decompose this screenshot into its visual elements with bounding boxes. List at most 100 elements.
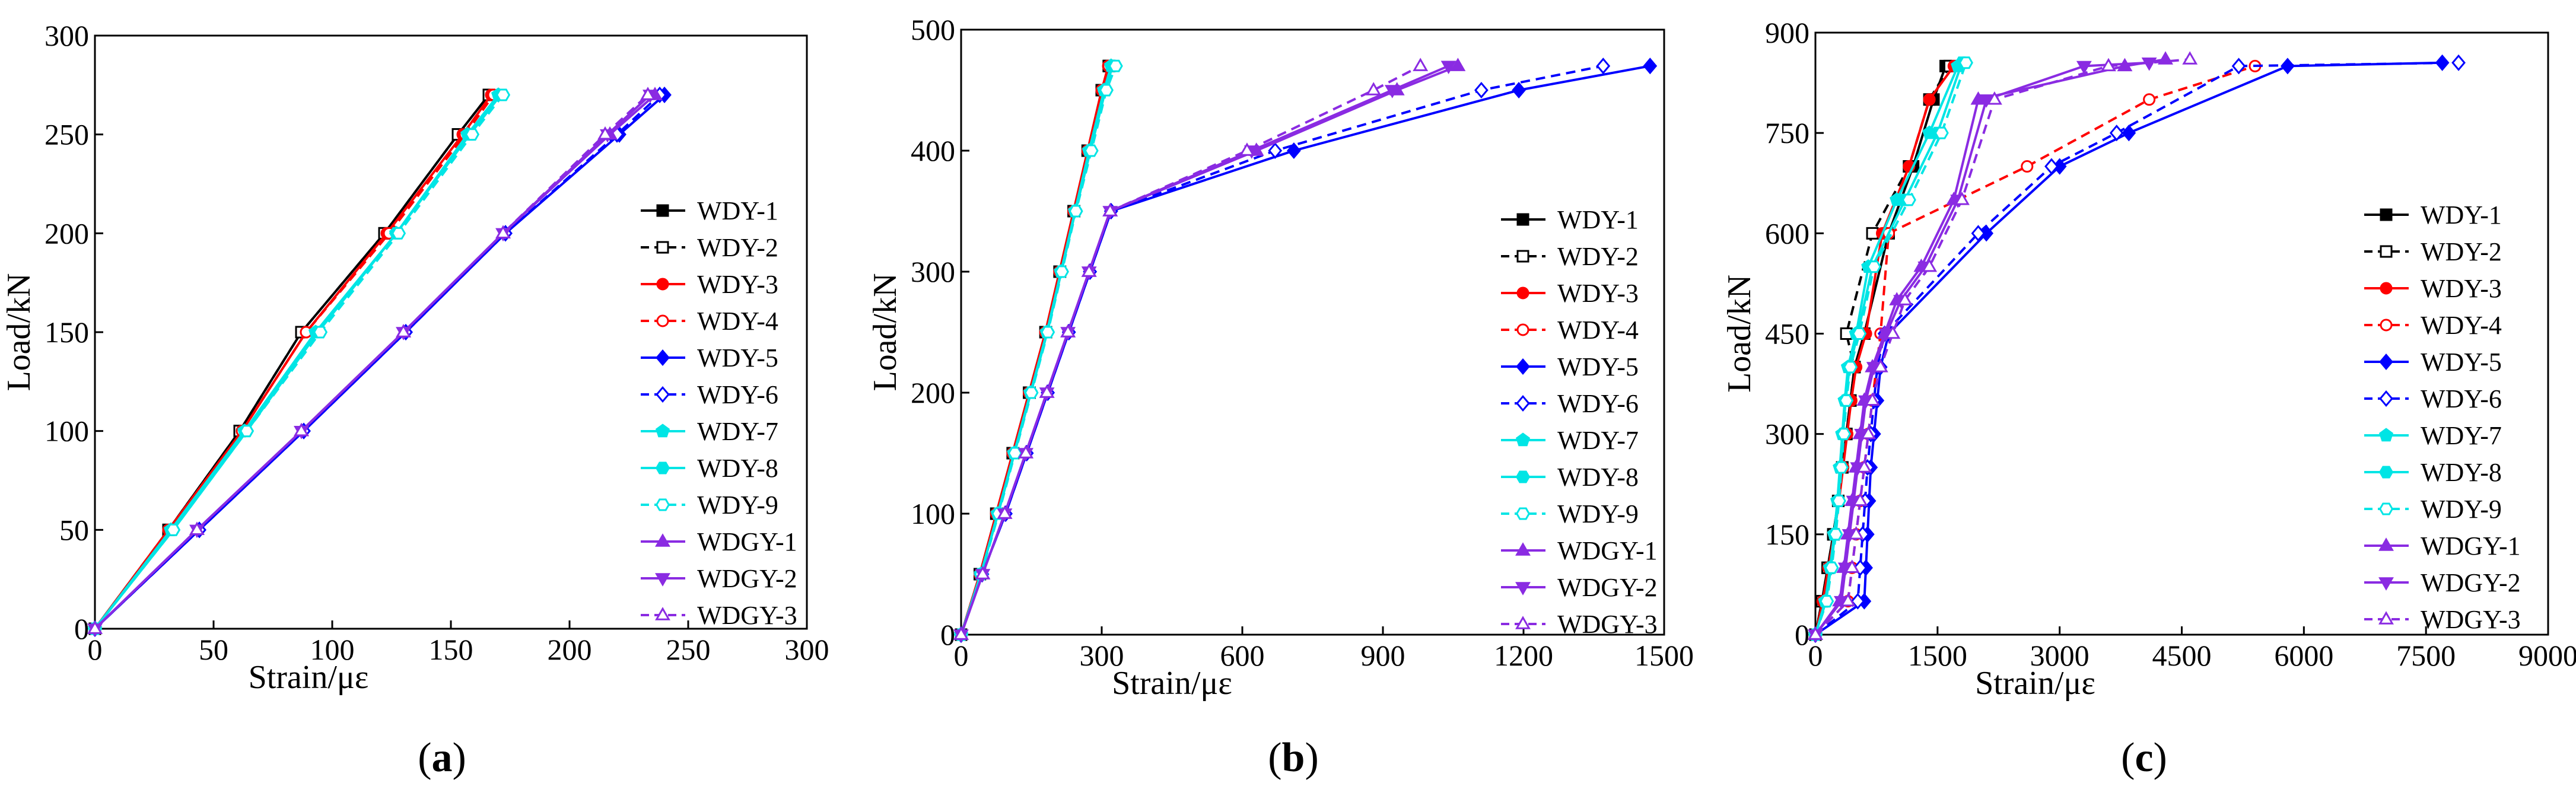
legend-swatch-marker-b-0: [1516, 213, 1529, 226]
y-tick-label-a-1: 50: [59, 513, 89, 546]
data-point-c-wdy-9-10: [1866, 260, 1881, 273]
x-tick-label-b-5: 1500: [1634, 639, 1694, 672]
data-point-b-wdy-6-9: [1474, 81, 1489, 99]
legend-label-b-8: WDY-9: [1557, 499, 1639, 528]
y-tick-label-c-1: 150: [1765, 518, 1809, 551]
data-point-c-wdgy-3-9: [1885, 325, 1901, 339]
data-point-c-wdy-6-1: [1850, 593, 1865, 610]
data-point-c-wdy-9-4: [1831, 494, 1846, 507]
chart-panel-a: 0 50 100 150 200 250 300 0 50 100 150 200 250 300 Stra…: [1, 19, 829, 696]
y-tick-label-a-2: 100: [44, 415, 89, 448]
legend-label-a-9: WDGY-1: [697, 527, 797, 556]
y-tick-label-c-2: 300: [1765, 418, 1809, 451]
legend-label-a-1: WDY-2: [697, 233, 778, 262]
data-point-b-wdy-5-9: [1512, 81, 1526, 99]
x-axis-title-b: Strain/με: [1112, 665, 1232, 702]
data-point-b-wdgy-2-10: [1440, 61, 1456, 75]
legend-label-b-10: WDGY-2: [1557, 573, 1658, 602]
y-tick-label-b-1: 100: [911, 497, 955, 530]
data-point-c-wdy-3-12: [1923, 93, 1936, 106]
data-point-b-wdgy-3-6: [1081, 263, 1097, 277]
y-tick-label-a-4: 200: [44, 216, 89, 250]
data-point-c-wdy-6-2: [1853, 559, 1868, 577]
x-tick-label-b-3: 900: [1361, 639, 1405, 672]
data-point-a-wdy-9-2: [239, 425, 255, 438]
data-point-b-wdgy-3-8: [1239, 142, 1255, 156]
x-tick-label-a-0: 0: [88, 633, 103, 666]
data-point-c-wdgy-3-7: [1865, 392, 1881, 406]
legend-swatch-marker-b-10: [1515, 582, 1531, 596]
series-c-wdy-9: [1808, 56, 1973, 641]
series-line-c-wdy-9: [1814, 62, 1967, 635]
series-b-wdgy-3: [953, 58, 1429, 640]
y-tick-label-a-0: 0: [74, 612, 89, 645]
legend-swatch-marker-b-8: [1515, 507, 1531, 520]
plot-frame-b: [960, 28, 1665, 636]
x-tick-label-b-2: 600: [1220, 639, 1265, 672]
x-tick-label-b-1: 300: [1080, 639, 1124, 672]
legend-label-c-10: WDGY-2: [2421, 568, 2521, 597]
legend-swatch-marker-a-10: [655, 573, 670, 587]
legend-label-c-6: WDY-7: [2421, 421, 2502, 450]
data-point-c-wdgy-3-5: [1856, 459, 1872, 473]
legend-swatch-marker-a-9: [655, 533, 670, 547]
legend-swatch-marker-c-0: [2380, 208, 2393, 221]
data-point-a-wdgy-3-0: [87, 620, 103, 634]
data-point-a-wdy-9-5: [465, 128, 480, 141]
data-point-c-wdy-6-13: [2231, 58, 2246, 75]
legend-label-b-1: WDY-2: [1557, 242, 1639, 271]
legend-label-a-6: WDY-7: [697, 417, 778, 446]
x-tick-label-c-2: 3000: [2030, 639, 2090, 672]
data-point-b-wdgy-3-0: [953, 626, 969, 640]
data-point-c-wdy-9-9: [1852, 327, 1867, 340]
x-tick-label-a-4: 200: [548, 633, 592, 666]
legend-label-b-5: WDY-6: [1557, 389, 1639, 418]
y-tick-label-b-4: 400: [911, 134, 955, 167]
legend-swatch-marker-b-1: [1516, 250, 1529, 263]
legend-label-a-4: WDY-5: [697, 343, 778, 372]
series-a-wdgy-3: [87, 87, 656, 634]
legend-label-c-0: WDY-1: [2421, 200, 2502, 230]
data-point-c-wdy-9-12: [1934, 126, 1949, 139]
data-point-a-wdgy-3-6: [640, 87, 656, 100]
data-point-c-wdgy-3-8: [1872, 359, 1888, 372]
legend-label-a-3: WDY-4: [697, 307, 778, 336]
data-point-b-wdgy-3-5: [1060, 324, 1076, 337]
data-point-b-wdy-6-8: [1268, 142, 1283, 160]
legend-swatch-marker-c-1: [2380, 245, 2393, 258]
legend-label-a-10: WDGY-2: [697, 564, 797, 593]
data-point-b-wdgy-3-3: [1018, 445, 1033, 459]
y-tick-label-b-3: 300: [911, 255, 955, 288]
data-point-c-wdy-4-12: [2143, 93, 2156, 106]
x-tick-label-a-2: 100: [310, 633, 355, 666]
data-point-b-wdy-5-8: [1287, 142, 1301, 160]
y-tick-label-b-5: 500: [911, 13, 955, 46]
legend-swatch-marker-c-9: [2378, 537, 2394, 551]
legend-swatch-marker-b-5: [1516, 394, 1530, 412]
x-tick-label-c-6: 9000: [2518, 639, 2576, 672]
data-point-c-wdgy-3-14: [2101, 58, 2116, 72]
y-tick-label-a-3: 150: [44, 316, 89, 349]
y-axis-title-a: Load/kN: [1, 273, 37, 391]
data-point-c-wdy-9-6: [1836, 428, 1852, 441]
data-point-c-wdgy-3-4: [1852, 492, 1868, 507]
x-tick-label-a-6: 300: [785, 633, 829, 666]
legend-label-b-11: WDGY-3: [1557, 610, 1658, 639]
data-point-b-wdgy-3-9: [1366, 82, 1382, 95]
legend-b: WDY-1 WDY-2 WDY-3 WDY-4 WDY-5 WDY-6 WDY-7 WDY-8…: [1501, 205, 1658, 639]
legend-swatch-marker-c-5: [2379, 390, 2393, 407]
data-point-c-wdy-6-11: [2044, 158, 2059, 175]
legend-swatch-marker-c-4: [2379, 353, 2393, 371]
series-line-b-wdy-6: [960, 65, 1604, 635]
y-axis-title-b: Load/kN: [867, 273, 904, 391]
legend-swatch-marker-a-4: [656, 349, 670, 367]
y-tick-label-a-5: 250: [44, 118, 89, 151]
legend-swatch-marker-a-2: [656, 278, 669, 291]
legend-label-a-0: WDY-1: [697, 196, 778, 225]
x-tick-label-a-3: 150: [429, 633, 473, 666]
data-point-b-wdy-9-7: [1068, 205, 1083, 218]
x-tick-label-c-4: 6000: [2274, 639, 2333, 672]
data-point-c-wdy-9-11: [1901, 193, 1916, 206]
x-tick-label-b-4: 1200: [1494, 639, 1553, 672]
